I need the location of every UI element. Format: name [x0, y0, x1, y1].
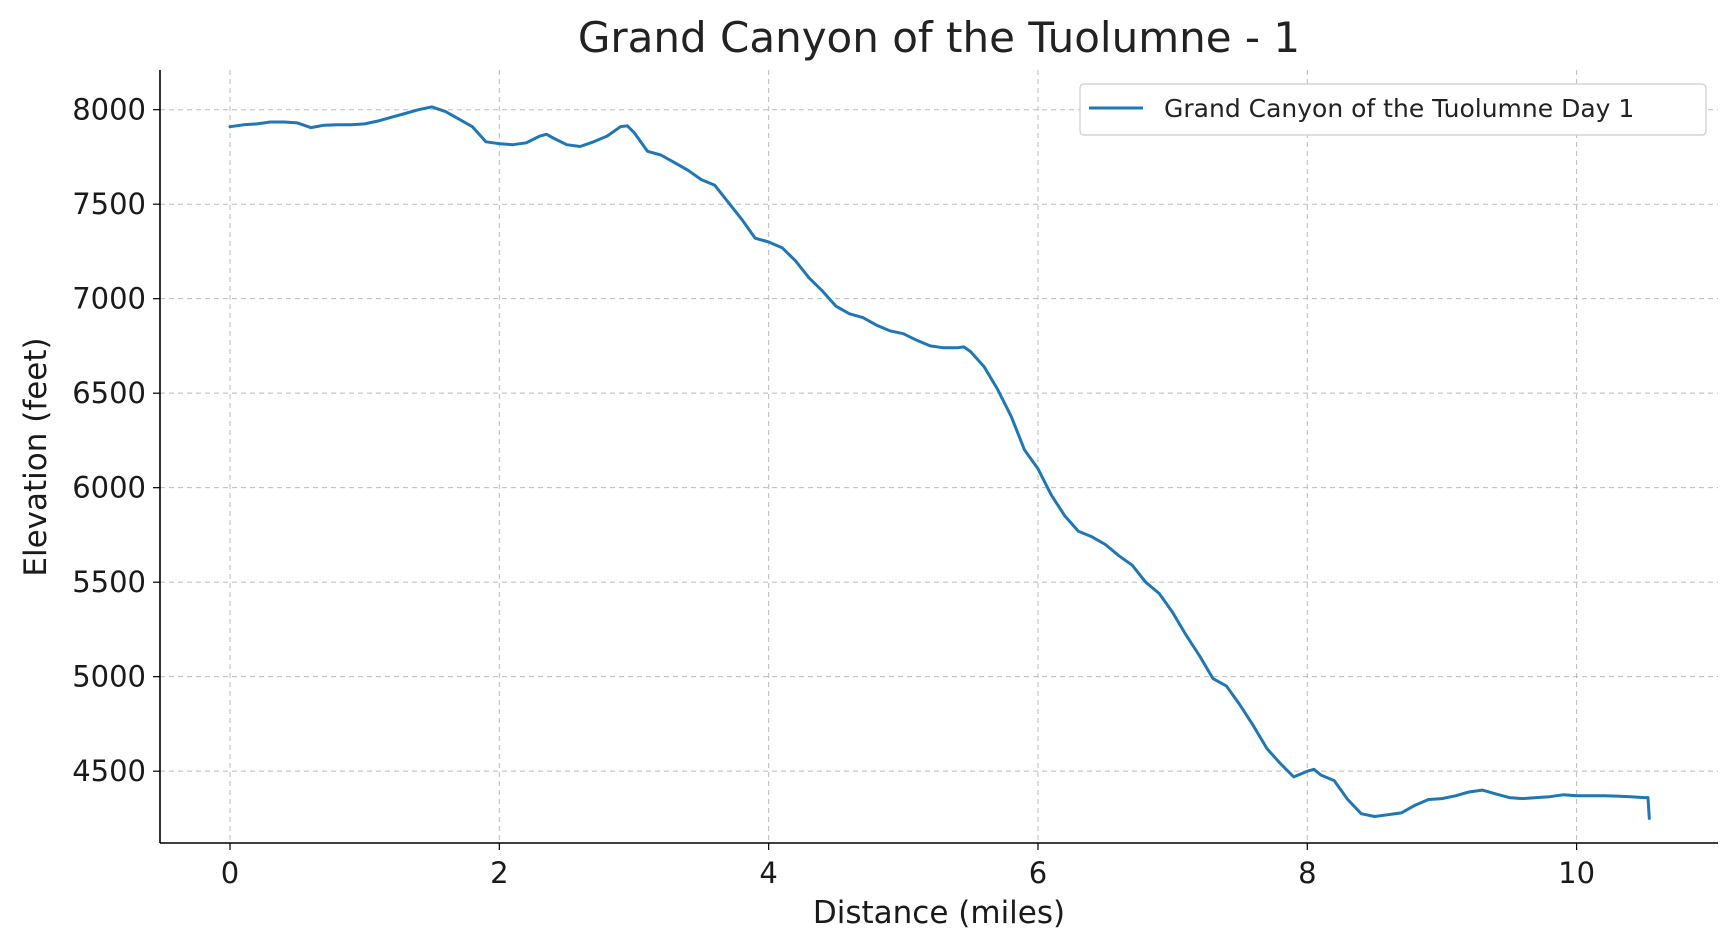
chart-title: Grand Canyon of the Tuolumne - 1 [578, 13, 1300, 62]
x-axis-label: Distance (miles) [813, 895, 1065, 931]
grid [160, 70, 1718, 843]
legend-label: Grand Canyon of the Tuolumne Day 1 [1164, 94, 1634, 123]
y-tick-label: 6500 [72, 376, 146, 410]
y-tick-label: 5500 [72, 565, 146, 599]
y-tick-label: 4500 [72, 754, 146, 788]
x-tick-label: 2 [490, 856, 508, 890]
y-tick-label: 5000 [72, 660, 146, 694]
y-tick-label: 7000 [72, 282, 146, 316]
x-ticks: 0 2 4 6 8 10 [221, 843, 1595, 890]
y-axis-label: Elevation (feet) [18, 337, 54, 576]
x-tick-label: 6 [1029, 856, 1047, 890]
x-tick-label: 4 [759, 856, 777, 890]
y-tick-label: 6000 [72, 471, 146, 505]
y-tick-label: 8000 [72, 93, 146, 127]
x-tick-label: 8 [1298, 856, 1316, 890]
y-ticks: 4500 5000 5500 6000 6500 7000 7500 8000 [72, 93, 160, 788]
x-tick-label: 0 [221, 856, 239, 890]
legend-box [1079, 83, 1707, 136]
series-line-0 [228, 105, 1651, 820]
legend: Grand Canyon of the Tuolumne Day 1 [1079, 83, 1707, 136]
y-tick-label: 7500 [72, 187, 146, 221]
x-tick-label: 10 [1558, 856, 1595, 890]
axes-spines [159, 70, 1718, 844]
series-lines [228, 105, 1651, 820]
